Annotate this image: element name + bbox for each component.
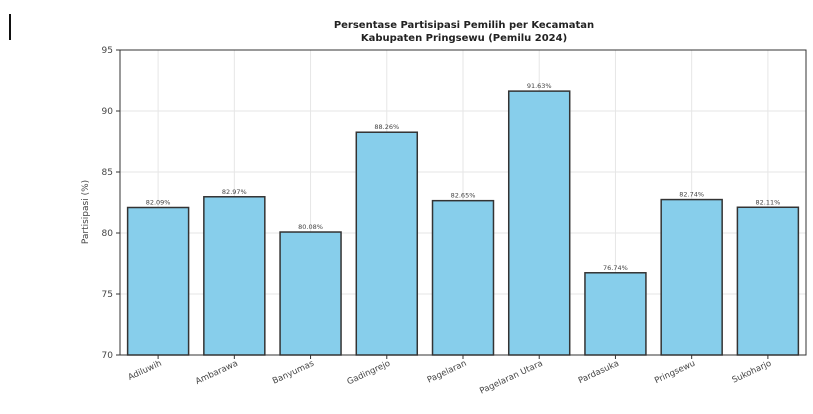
- bar: [203, 196, 266, 356]
- x-tick-label: Pagelaran: [426, 359, 469, 386]
- bar: [126, 206, 190, 356]
- chart-title: Persentase Partisipasi Pemilih per Kecam…: [334, 20, 594, 31]
- x-tick-label: Pringsewu: [653, 359, 697, 386]
- y-tick-label: 75: [102, 290, 113, 300]
- data-label: 80.08%: [298, 223, 323, 231]
- x-tick-label: Banyumas: [271, 358, 316, 386]
- y-tick-label: 80: [102, 229, 114, 239]
- bar: [584, 272, 647, 356]
- x-tick-label: Pagelaran Utara: [478, 359, 544, 397]
- bar: [736, 206, 800, 356]
- bar: [660, 198, 723, 356]
- data-label: 82.74%: [679, 191, 704, 199]
- y-axis-label: Partisipasi (%): [81, 180, 91, 244]
- data-label: 82.97%: [222, 188, 247, 196]
- chart-subtitle: Kabupaten Pringsewu (Pemilu 2024): [361, 33, 567, 44]
- bar: [507, 90, 571, 356]
- x-tick-label: Adiluwih: [127, 359, 164, 383]
- bar: [431, 199, 495, 356]
- data-label: 82.11%: [755, 198, 780, 206]
- y-tick-label: 90: [102, 107, 114, 117]
- data-label: 82.09%: [146, 199, 171, 207]
- y-tick-label: 85: [102, 168, 113, 178]
- data-label: 82.65%: [451, 192, 476, 200]
- y-tick-label: 95: [102, 46, 113, 56]
- x-tick-label: Sukoharjo: [731, 359, 774, 386]
- data-label: 88.26%: [374, 123, 399, 131]
- x-tick-label: Pardasuka: [577, 359, 621, 387]
- data-label: 91.63%: [527, 82, 552, 90]
- x-tick-label: Gadingrejo: [346, 359, 392, 388]
- bar: [355, 131, 419, 356]
- data-label: 76.74%: [603, 264, 628, 272]
- x-tick-label: Ambarawa: [194, 359, 240, 387]
- text-cursor-mark: [9, 14, 11, 40]
- plot-frame: [119, 49, 807, 356]
- bar: [279, 231, 342, 356]
- y-tick-label: 70: [102, 351, 114, 361]
